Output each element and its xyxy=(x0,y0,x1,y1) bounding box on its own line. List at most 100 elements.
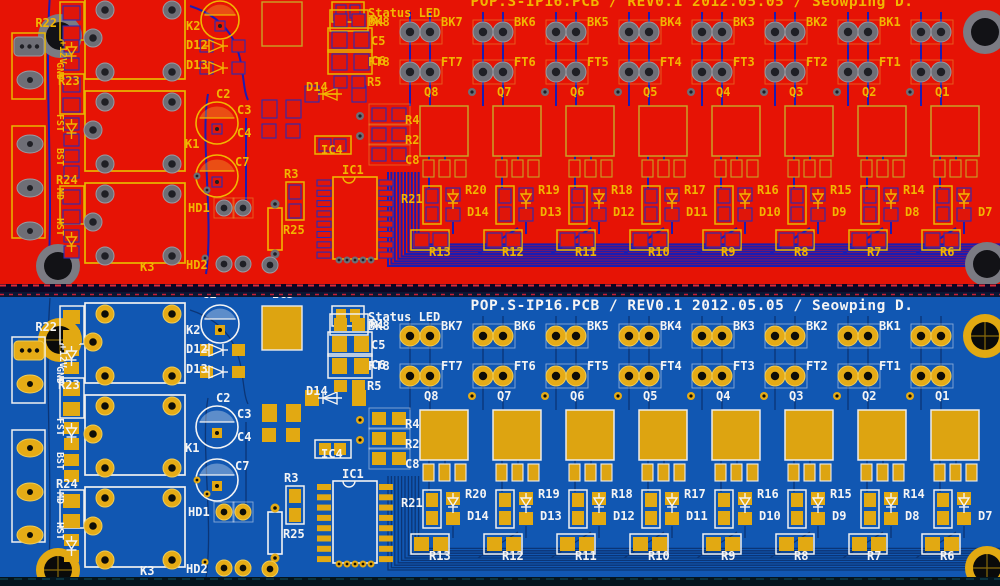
silk-label-r2: R2 xyxy=(405,133,419,147)
silk-label-0: R13 xyxy=(429,549,451,563)
silk-label-5: R8 xyxy=(794,549,808,563)
silk-label-1: R19 xyxy=(538,183,560,197)
silk-label-4: FT4 xyxy=(660,55,682,69)
power-pad xyxy=(930,409,980,461)
silk-label-bst: BST xyxy=(54,452,65,470)
ic3-body xyxy=(261,1,303,47)
silk-label-0: FT8 xyxy=(368,55,390,69)
silk-label-0: D14 xyxy=(467,509,489,523)
silk-label-hst: HST xyxy=(54,218,65,236)
silk-label-6: R14 xyxy=(903,183,925,197)
silk-label-ic4: IC4 xyxy=(321,447,343,461)
silk-label-k1: K1 xyxy=(185,441,199,455)
silk-label-7: D7 xyxy=(978,509,992,523)
silk-label-3: D11 xyxy=(686,205,708,219)
pcb-top-red-copper-view: POP.S-IP16.PCB / REV0.1 2012.05.05 / Seo… xyxy=(0,0,1000,288)
silk-label-2: R18 xyxy=(611,487,633,501)
power-pad xyxy=(784,409,834,461)
silk-label-0: Q8 xyxy=(424,389,438,403)
silk-label-r25: R25 xyxy=(283,527,305,541)
silk-label-hd1: HD1 xyxy=(188,505,210,519)
silk-label-5: R8 xyxy=(794,245,808,259)
silk-label-c2: C2 xyxy=(216,87,230,101)
silk-label-md: MD xyxy=(54,188,65,200)
silk-label-3: Q5 xyxy=(643,389,657,403)
power-pad xyxy=(638,409,688,461)
silk-label-c7: C7 xyxy=(235,459,249,473)
silk-label-r25: R25 xyxy=(283,223,305,237)
silk-label-1: Q7 xyxy=(497,389,511,403)
silk-label-gnd: GND xyxy=(54,366,65,384)
silk-label-3: Q5 xyxy=(643,85,657,99)
power-pad xyxy=(784,105,834,157)
silk-label-2: Q6 xyxy=(570,85,584,99)
silk-label-7: Q1 xyxy=(935,85,949,99)
silk-label-c3: C3 xyxy=(237,103,251,117)
silk-label-6: BK2 xyxy=(806,15,828,29)
silk-label-3: D11 xyxy=(686,509,708,523)
silk-label-1: FT7 xyxy=(441,55,463,69)
silk-label-6: BK2 xyxy=(806,319,828,333)
silk-label-p12v: +12V xyxy=(57,40,68,64)
silk-label-0: FT8 xyxy=(368,359,390,373)
silk-label-p12v: +12V xyxy=(57,344,68,368)
silk-label-c8: C8 xyxy=(405,457,419,471)
silk-label-ic1: IC1 xyxy=(342,163,364,177)
silk-label-3: R17 xyxy=(684,487,706,501)
silk-label-d12: D12 xyxy=(186,342,208,356)
silk-label-3: R17 xyxy=(684,183,706,197)
silk-label-3: FT5 xyxy=(587,55,609,69)
silk-label-6: R7 xyxy=(867,549,881,563)
silk-label-1: R12 xyxy=(502,245,524,259)
power-pad xyxy=(930,105,980,157)
silk-label-c5: C5 xyxy=(371,338,385,352)
silk-label-4: Q4 xyxy=(716,389,730,403)
silk-label-0: R20 xyxy=(465,183,487,197)
power-pad xyxy=(565,409,615,461)
power-pad xyxy=(638,105,688,157)
silk-label-4: R16 xyxy=(757,487,779,501)
silk-label-5: Q3 xyxy=(789,85,803,99)
power-pad xyxy=(565,105,615,157)
silk-label-4: FT4 xyxy=(660,359,682,373)
silk-label-r3: R3 xyxy=(284,471,298,485)
silk-label-4: D10 xyxy=(759,509,781,523)
silk-label-6: Q2 xyxy=(862,389,876,403)
ic3-body xyxy=(261,305,303,351)
silk-label-d12: D12 xyxy=(186,38,208,52)
silk-label-5: R15 xyxy=(830,487,852,501)
silk-label-r3: R3 xyxy=(284,167,298,181)
silk-label-4: BK4 xyxy=(660,15,682,29)
silk-label-c5: C5 xyxy=(371,34,385,48)
power-pad xyxy=(711,409,761,461)
power-pad xyxy=(492,409,542,461)
silk-label-c3: C3 xyxy=(237,407,251,421)
silk-label-2: FT6 xyxy=(514,55,536,69)
bottom-board-top-strip xyxy=(0,292,1000,297)
board-gap xyxy=(0,284,1000,292)
silk-label-4: R9 xyxy=(721,245,735,259)
silk-label-0: Q8 xyxy=(424,85,438,99)
pcb-bottom-blue-gold-view: POP.S-IP16.PCB / REV0.1 2012.05.05 / Seo… xyxy=(0,292,1000,578)
silk-label-r1: R1 xyxy=(370,317,384,331)
silk-label-4: Q4 xyxy=(716,85,730,99)
silk-label-r23: R23 xyxy=(58,378,80,392)
silk-label-r5: R5 xyxy=(367,75,381,89)
silk-label-7: R6 xyxy=(940,245,954,259)
silk-label-6: FT2 xyxy=(806,55,828,69)
silk-label-0: BK8 xyxy=(368,319,390,333)
silk-label-r5: R5 xyxy=(367,379,381,393)
silk-label-6: FT2 xyxy=(806,359,828,373)
silk-label-d14: D14 xyxy=(306,80,328,94)
silk-label-7: FT1 xyxy=(879,359,901,373)
silk-label-c4: C4 xyxy=(237,430,251,444)
silk-label-hd2: HD2 xyxy=(186,562,208,576)
silk-label-r1: R1 xyxy=(370,13,384,27)
silk-label-0: R20 xyxy=(465,487,487,501)
silk-label-5: D9 xyxy=(832,205,846,219)
silk-label-d13: D13 xyxy=(186,58,208,72)
silk-label-4: R9 xyxy=(721,549,735,563)
silk-label-2: R11 xyxy=(575,549,597,563)
silk-label-0: BK8 xyxy=(368,15,390,29)
silk-label-title: POP.S-IP16.PCB / REV0.1 2012.05.05 / Seo… xyxy=(470,0,913,10)
